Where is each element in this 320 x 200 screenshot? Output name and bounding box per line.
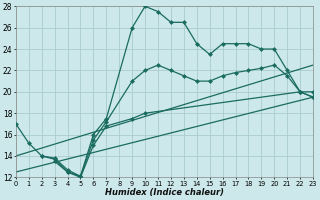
- X-axis label: Humidex (Indice chaleur): Humidex (Indice chaleur): [105, 188, 224, 197]
